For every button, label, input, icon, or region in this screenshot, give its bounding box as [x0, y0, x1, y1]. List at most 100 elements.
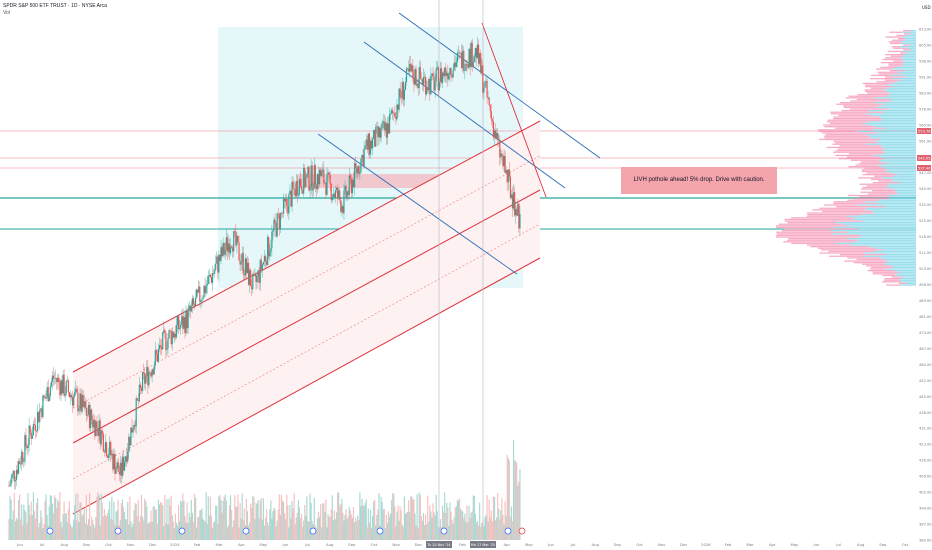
volume-bar	[159, 502, 162, 540]
volume-bar	[483, 526, 485, 540]
profile-bar-down	[788, 238, 847, 240]
candle-body	[405, 68, 408, 83]
volume-bar	[200, 510, 202, 540]
candle-body	[297, 194, 299, 196]
candle-body	[310, 165, 312, 187]
volume-bar	[64, 513, 66, 540]
candle-body	[451, 74, 453, 78]
candle-body	[365, 139, 367, 146]
candle-body	[516, 208, 518, 216]
time-tick: Sep	[83, 542, 91, 547]
candle-body	[277, 213, 279, 215]
volume-bar	[153, 506, 155, 540]
profile-bar-down	[833, 116, 881, 118]
candle-body	[242, 253, 244, 275]
volume-bar	[355, 518, 357, 540]
profile-bar-up	[888, 94, 916, 96]
candle-body	[45, 396, 47, 399]
candle-body	[133, 424, 135, 430]
profile-bar-up	[905, 70, 916, 72]
volume-bar	[482, 520, 484, 540]
volume-bar	[273, 507, 275, 540]
pothole-annotation[interactable]: LIVH pothole ahead! 5% drop. Drive with …	[621, 167, 777, 194]
event-markers[interactable]	[46, 527, 526, 535]
candle-body	[78, 408, 80, 412]
volume-bar	[383, 509, 385, 540]
profile-bar-down	[846, 156, 880, 158]
profile-bar-up	[880, 161, 916, 163]
volume-bar	[304, 505, 306, 540]
candle-body	[487, 97, 489, 98]
profile-bar-down	[832, 143, 868, 145]
volume-bar	[232, 527, 234, 540]
time-tick: Feb	[194, 542, 201, 547]
candle-body	[66, 380, 68, 382]
volume-bar	[337, 492, 339, 540]
volume-label: Vol	[3, 10, 10, 16]
profile-bar-down	[890, 55, 904, 57]
candle-body	[252, 273, 254, 290]
descending-channel[interactable]	[317, 12, 601, 275]
candle-body	[362, 155, 364, 167]
volume-bar	[374, 500, 376, 540]
profile-bar-down	[783, 241, 855, 243]
profile-bar-up	[835, 242, 916, 245]
profile-bar-down	[806, 212, 874, 214]
candle-body	[361, 155, 363, 159]
volume-profile[interactable]	[776, 30, 916, 286]
volume-bar	[269, 509, 271, 540]
profile-bar-down	[817, 247, 877, 249]
profile-bar-down	[853, 262, 886, 264]
candle-body	[243, 274, 245, 276]
profile-bar-down	[834, 142, 878, 144]
volume-bar	[14, 521, 16, 540]
volume-bar	[220, 499, 222, 540]
volume-bar	[362, 505, 364, 540]
candle-body	[90, 409, 92, 429]
volume-bar	[439, 519, 442, 540]
profile-bar-up	[881, 146, 916, 149]
profile-bar-down	[850, 159, 880, 161]
profile-bar-down	[870, 87, 888, 89]
volume-bar	[96, 496, 98, 540]
volume-bar	[204, 521, 206, 540]
volume-bar	[437, 526, 439, 540]
profile-bar-up	[879, 156, 916, 158]
volume-bar	[174, 513, 177, 540]
volume-bar	[225, 500, 227, 540]
profile-bar-up	[850, 244, 916, 246]
candle-body	[82, 395, 84, 407]
candle-body	[178, 315, 180, 330]
steep-trendline[interactable]	[481, 22, 547, 198]
candle-body	[433, 76, 435, 91]
candle-body	[391, 110, 393, 114]
price-tick: 503.00	[919, 267, 932, 271]
candle-body	[390, 113, 392, 115]
volume-bar	[22, 524, 24, 540]
candle-body	[428, 78, 430, 91]
volume-bar	[10, 499, 12, 540]
profile-bar-up	[901, 281, 916, 283]
candle-body	[314, 165, 316, 186]
candle-body	[308, 167, 310, 191]
profile-bar-down	[854, 198, 888, 200]
candles[interactable]	[8, 37, 521, 490]
time-axis[interactable]: Jun Jul Aug Sep Oct Nov Dec 2024 Feb Mar Apr May Jun…	[0, 540, 916, 550]
volume-bar	[385, 514, 387, 540]
profile-bar-down	[791, 242, 836, 245]
candle-body	[155, 350, 157, 354]
volume-bar	[167, 524, 169, 540]
ascending-channel[interactable]	[72, 120, 541, 515]
candle-body	[185, 310, 187, 334]
candle-body	[340, 199, 342, 212]
profile-bar-down	[887, 50, 903, 53]
candle-body	[141, 372, 144, 392]
candle-body	[459, 52, 462, 54]
profile-bar-down	[865, 86, 894, 88]
volume-bar	[509, 516, 511, 540]
candle-body	[260, 259, 262, 270]
price-axis[interactable]: USD 613.00 605.00 598.00 591.00 583.00 576.00 5…	[916, 0, 932, 550]
candle-body	[117, 462, 119, 472]
volume-bar	[183, 500, 185, 540]
